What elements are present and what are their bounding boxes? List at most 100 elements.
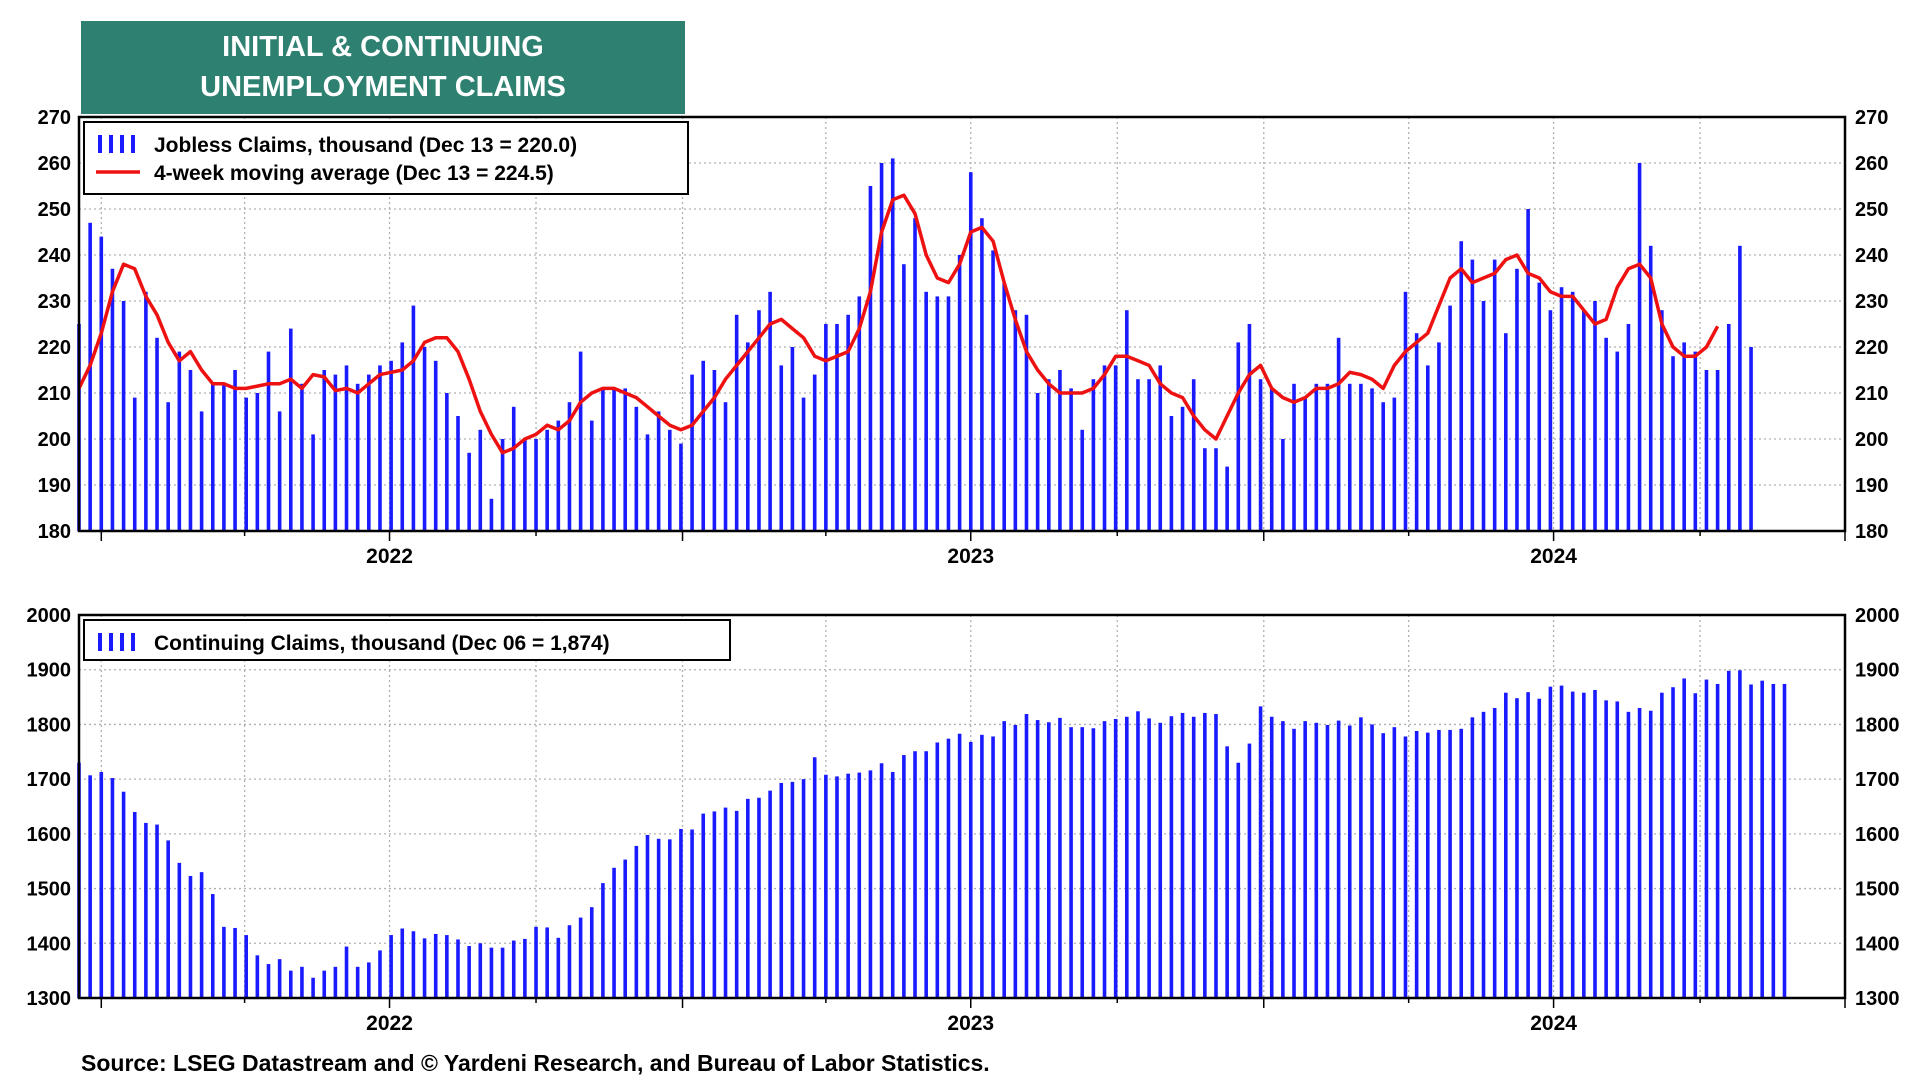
bar (1492, 708, 1497, 998)
bar (690, 374, 694, 531)
bar (812, 757, 817, 998)
y-tick-label-left: 2000 (27, 605, 72, 627)
bar (110, 778, 115, 998)
bar (902, 264, 906, 531)
y-tick-label-left: 180 (38, 521, 71, 543)
bar (1537, 698, 1542, 998)
bar (935, 296, 940, 531)
bar (88, 775, 92, 998)
bar (411, 931, 416, 998)
y-tick-label-left: 1600 (27, 824, 72, 846)
x-tick-label: 2023 (947, 1012, 994, 1035)
bar (723, 402, 728, 531)
bar (534, 439, 538, 531)
bar (634, 845, 639, 998)
bar (422, 938, 427, 998)
bar (779, 782, 784, 998)
bar (222, 383, 226, 531)
y-tick-label-left: 1300 (27, 988, 72, 1010)
bar (545, 429, 549, 531)
bar (110, 268, 115, 531)
bar (890, 772, 895, 998)
y-tick-label-right: 2000 (1855, 605, 1900, 627)
bar (1258, 379, 1263, 531)
y-tick-label-right: 1600 (1855, 824, 1900, 846)
bar (433, 360, 438, 531)
bar (333, 966, 338, 998)
bar (1147, 379, 1151, 531)
bar (1593, 689, 1597, 998)
legend: Jobless Claims, thousand (Dec 13 = 220.0… (83, 121, 689, 195)
bar (667, 429, 672, 531)
bar (1648, 710, 1653, 998)
bar (1626, 324, 1631, 531)
bar (478, 943, 483, 998)
bar (645, 834, 650, 998)
bar (1381, 402, 1385, 531)
bar (244, 397, 249, 531)
bar (255, 955, 260, 998)
bar (277, 959, 282, 998)
bar (1548, 310, 1553, 531)
bar (924, 751, 928, 998)
x-tick-label: 2023 (947, 545, 994, 568)
bar (868, 186, 873, 531)
bar (612, 388, 616, 531)
bar (88, 222, 92, 532)
bar (322, 370, 327, 531)
bar (132, 811, 137, 998)
bar (1258, 706, 1263, 998)
bar (578, 351, 583, 531)
bar (1637, 163, 1642, 531)
bar (746, 798, 750, 998)
bar (667, 839, 672, 998)
bar (1347, 725, 1352, 998)
bar (801, 779, 806, 998)
bar (1615, 701, 1620, 998)
y-tick-label-left: 1500 (27, 879, 72, 901)
bar (1247, 324, 1252, 531)
bar (824, 774, 828, 998)
bar (946, 738, 951, 998)
bar (968, 172, 973, 531)
bar (1782, 683, 1787, 998)
bar (99, 236, 104, 531)
bar (489, 498, 494, 531)
bar (1325, 724, 1330, 998)
bar (723, 807, 728, 998)
bar (746, 342, 750, 531)
bar (445, 393, 449, 531)
bar (790, 781, 795, 998)
bar (1437, 729, 1441, 998)
bar (1158, 722, 1163, 998)
bar (734, 314, 739, 531)
y-tick-label-right: 1700 (1855, 769, 1900, 791)
y-tick-label-left: 230 (38, 291, 71, 313)
bar (1660, 692, 1664, 998)
bar (1760, 680, 1764, 998)
bar (1425, 365, 1430, 531)
bar (1069, 388, 1073, 531)
bar (1203, 448, 1207, 531)
bar (612, 867, 616, 998)
legend-bar-swatch (98, 633, 102, 651)
bar (712, 811, 717, 998)
bar (1102, 365, 1107, 531)
bar (433, 933, 438, 998)
bar (210, 383, 215, 531)
bar (757, 310, 761, 531)
bar (1749, 347, 1753, 531)
bar (623, 859, 628, 998)
x-tick-label: 2022 (366, 545, 413, 568)
bar (233, 370, 237, 531)
bar (1113, 365, 1118, 531)
y-tick-label-left: 210 (38, 383, 71, 405)
bar (1604, 337, 1608, 531)
bar (500, 947, 505, 998)
bar (1292, 383, 1296, 531)
bar (1158, 365, 1163, 531)
legend-bar-swatch (131, 633, 135, 651)
bar (523, 938, 527, 998)
bar (378, 950, 382, 998)
y-tick-label-left: 190 (38, 475, 71, 497)
